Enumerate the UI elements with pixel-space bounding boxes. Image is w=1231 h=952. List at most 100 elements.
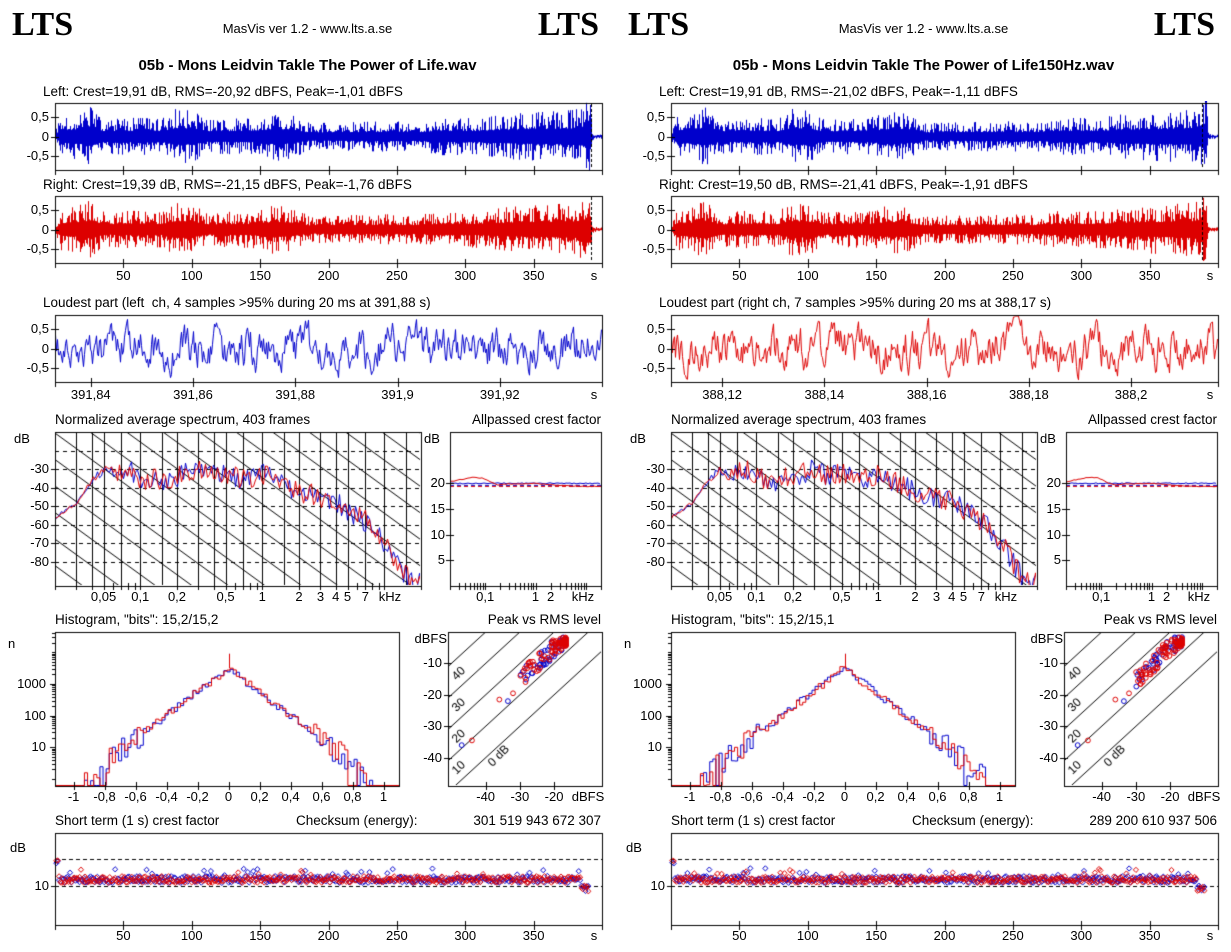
- axis-tick-label: 350: [522, 268, 545, 283]
- axis-tick-label: 391,86: [173, 387, 213, 402]
- axis-tick-label: 5: [1053, 552, 1061, 568]
- axis-tick-label: -0,5: [642, 148, 665, 164]
- axis-unit-label: kHz: [994, 589, 1018, 604]
- sample-histogram-plot: [49, 630, 403, 796]
- axis-tick-label: -30: [30, 461, 49, 477]
- axis-tick-label: 250: [386, 928, 408, 943]
- axis-unit-label: dBFS: [1187, 789, 1221, 804]
- axis-tick-label: 0,5: [216, 589, 235, 604]
- axis-tick-label: 0,5: [646, 201, 665, 217]
- allpassed-title: Allpassed crest factor: [1087, 412, 1217, 427]
- short-term-crest-plot: [49, 831, 605, 935]
- axis-tick-label: -20: [423, 686, 442, 702]
- axis-unit-label: dB: [626, 840, 642, 855]
- axis-tick-label: 0,6: [312, 789, 331, 804]
- axis-tick-label: 3: [316, 589, 325, 604]
- axis-tick-label: -0,8: [93, 789, 116, 804]
- allpassed-crest-plot: [1060, 430, 1221, 596]
- axis-tick-label: 15: [1046, 501, 1061, 516]
- lts-logo: LTS: [1153, 6, 1215, 43]
- axis-unit-label: dBFS: [414, 631, 447, 646]
- axis-tick-label: 200: [317, 928, 340, 943]
- axis-tick-label: 391,9: [381, 387, 414, 402]
- axis-tick-label: 10: [1046, 526, 1061, 542]
- axis-tick-label: 100: [796, 928, 819, 943]
- allpassed-crest-plot: [444, 430, 605, 596]
- app-version-caption: MasVis ver 1.2 - www.lts.a.se: [222, 21, 393, 36]
- lts-logo: LTS: [628, 6, 690, 43]
- axis-tick-label: 0,1: [747, 589, 766, 604]
- axis-tick-label: 0,8: [343, 789, 362, 804]
- axis-tick-label: -0,5: [26, 360, 49, 376]
- axis-tick-label: -0,4: [155, 789, 178, 804]
- axis-tick-label: 100: [640, 707, 662, 723]
- axis-unit-label: dBFS: [1030, 631, 1063, 646]
- axis-tick-label: 4: [948, 589, 956, 604]
- axis-unit-label: kHz: [1187, 589, 1211, 604]
- axis-tick-label: 150: [865, 928, 887, 943]
- axis-tick-label: 10: [31, 739, 46, 755]
- axis-unit-label: dB: [14, 431, 30, 446]
- file-title: 05b - Mons Leidvin Takle The Power of Li…: [732, 57, 1115, 74]
- axis-tick-label: 1: [379, 789, 388, 804]
- axis-tick-label: 150: [865, 268, 887, 283]
- axis-tick-label: 0,2: [783, 589, 803, 604]
- axis-tick-label: 0,4: [897, 789, 916, 804]
- right-channel-stats: Right: Crest=19,39 dB, RMS=-21,15 dBFS, …: [43, 177, 412, 192]
- left-channel-stats: Left: Crest=19,91 dB, RMS=-20,92 dBFS, P…: [43, 84, 403, 99]
- axis-tick-label: 15: [430, 501, 445, 516]
- spectrum-title: Normalized average spectrum, 403 frames: [671, 412, 927, 427]
- left-channel-waveform-plot: [665, 101, 1221, 179]
- axis-tick-label: -0,5: [642, 360, 665, 376]
- axis-tick-label: 3: [932, 589, 941, 604]
- axis-tick-label: -80: [646, 553, 665, 569]
- axis-tick-label: 0: [657, 128, 665, 144]
- axis-tick-label: -30: [423, 718, 442, 734]
- axis-tick-label: 50: [116, 268, 131, 283]
- axis-tick-label: -20: [1039, 686, 1058, 702]
- average-spectrum-plot: [665, 430, 1041, 596]
- axis-tick-label: -50: [646, 498, 665, 514]
- axis-tick-label: -30: [510, 789, 530, 804]
- axis-tick-label: 7: [361, 589, 369, 604]
- axis-tick-label: -30: [1126, 789, 1146, 804]
- loudest-part-title: Loudest part (left ch, 4 samples >95% du…: [43, 295, 431, 310]
- axis-unit-label: kHz: [571, 589, 595, 604]
- axis-tick-label: -0,6: [124, 789, 147, 804]
- lts-logo: LTS: [12, 6, 74, 43]
- average-spectrum-plot: [49, 430, 425, 596]
- axis-tick-label: -60: [646, 516, 665, 532]
- right-channel-waveform-plot: [665, 194, 1221, 272]
- spectrum-title: Normalized average spectrum, 403 frames: [55, 412, 311, 427]
- axis-tick-label: 20: [430, 475, 445, 491]
- axis-tick-label: -40: [30, 479, 49, 495]
- axis-tick-label: -0,5: [26, 241, 49, 257]
- axis-unit-label: dB: [630, 431, 646, 446]
- left-channel-stats: Left: Crest=19,91 dB, RMS=-21,02 dBFS, P…: [659, 84, 1018, 99]
- axis-tick-label: -40: [1039, 749, 1058, 765]
- peak-vs-rms-title: Peak vs RMS level: [487, 612, 601, 627]
- axis-tick-label: 10: [34, 877, 49, 893]
- axis-tick-label: -70: [646, 535, 665, 551]
- axis-tick-label: -40: [646, 479, 665, 495]
- axis-tick-label: 388,16: [906, 387, 947, 402]
- axis-tick-label: -80: [30, 553, 49, 569]
- axis-tick-label: -0,5: [26, 148, 49, 164]
- loudest-part-plot: [49, 313, 605, 391]
- checksum-value: 289 200 610 937 506: [1089, 813, 1217, 828]
- axis-tick-label: 0,2: [866, 789, 885, 804]
- axis-unit-label: n: [8, 636, 16, 651]
- axis-tick-label: 0: [41, 221, 49, 237]
- axis-tick-label: 250: [1002, 928, 1024, 943]
- axis-tick-label: -0,2: [186, 789, 209, 804]
- axis-tick-label: 0,5: [832, 589, 851, 604]
- axis-tick-label: 10: [430, 526, 445, 542]
- axis-tick-label: 0,1: [1092, 589, 1111, 604]
- axis-tick-label: 150: [249, 928, 271, 943]
- axis-unit-label: kHz: [378, 589, 402, 604]
- axis-tick-label: 0,05: [90, 589, 117, 604]
- axis-unit-label: s: [1206, 387, 1214, 402]
- axis-tick-label: 1: [1147, 589, 1156, 604]
- axis-tick-label: -0,4: [771, 789, 794, 804]
